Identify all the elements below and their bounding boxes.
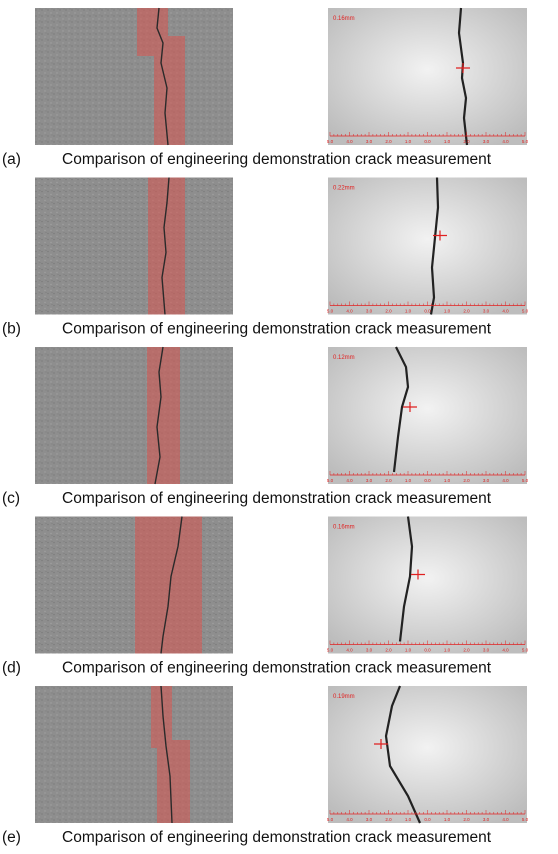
scale-label: 4.0 <box>502 309 509 314</box>
scale-label: 5.0 <box>522 139 529 144</box>
scale-label: 5.0 <box>522 817 529 822</box>
scale-label: 2.0 <box>385 478 392 483</box>
scale-label: 3.0 <box>366 648 373 653</box>
caption: Comparison of engineering demonstration … <box>62 321 492 338</box>
scale-label: 2.0 <box>385 817 392 822</box>
left-image <box>35 347 233 484</box>
scale-label: 5.0 <box>327 309 334 314</box>
measurement-value: 0.16mm <box>333 16 355 22</box>
scale-label: 1.0 <box>444 309 451 314</box>
scale-label: 0.0 <box>424 139 431 144</box>
scale-label: 4.0 <box>346 309 353 314</box>
panel-label: (c) <box>2 490 20 507</box>
scale-label: 1.0 <box>444 478 451 483</box>
measurement-value: 0.22mm <box>333 186 355 192</box>
right-image: 0.16mm 5.0 4.0 3.0 2.0 1.0 0.0 1.0 2.0 3.0 4.0 5.0 <box>327 8 529 145</box>
right-image: 0.16mm 5.0 4.0 3.0 2.0 1.0 0.0 1.0 2.0 3.0 4.0 5.0 <box>327 517 529 654</box>
scale-label: 4.0 <box>502 478 509 483</box>
scale-label: 4.0 <box>502 817 509 822</box>
scale-label: 5.0 <box>327 139 334 144</box>
microscope-view <box>328 686 527 823</box>
scale-label: 1.0 <box>444 648 451 653</box>
scale-label: 2.0 <box>385 139 392 144</box>
concrete-surface <box>35 347 233 484</box>
scale-label: 0.0 <box>424 817 431 822</box>
scale-label: 5.0 <box>327 478 334 483</box>
panel: 0.16mm 5.0 4.0 3.0 2.0 1.0 0.0 1.0 2.0 3.0 4.0 5.0 (… <box>2 517 529 677</box>
scale-label: 1.0 <box>405 817 412 822</box>
scale-label: 0.0 <box>424 309 431 314</box>
scale-label: 1.0 <box>444 139 451 144</box>
left-image <box>35 517 233 654</box>
scale-label: 2.0 <box>385 648 392 653</box>
panel: 0.19mm 5.0 4.0 3.0 2.0 1.0 0.0 1.0 2.0 3.0 4.0 5.0 (… <box>2 686 529 846</box>
left-image <box>35 178 233 315</box>
scale-label: 3.0 <box>483 478 490 483</box>
panel-label: (d) <box>2 660 21 677</box>
right-image: 0.12mm 5.0 4.0 3.0 2.0 1.0 0.0 1.0 2.0 3.0 4.0 5.0 <box>327 347 529 484</box>
scale-label: 2.0 <box>463 478 470 483</box>
scale-label: 5.0 <box>327 817 334 822</box>
concrete-surface <box>35 686 233 823</box>
scale-label: 1.0 <box>405 139 412 144</box>
scale-label: 3.0 <box>366 139 373 144</box>
panel-label: (e) <box>2 829 21 846</box>
microscope-view <box>328 8 527 145</box>
scale-label: 5.0 <box>327 648 334 653</box>
scale-label: 4.0 <box>346 139 353 144</box>
caption: Comparison of engineering demonstration … <box>62 151 492 168</box>
scale-label: 3.0 <box>483 648 490 653</box>
scale-label: 3.0 <box>366 478 373 483</box>
left-image <box>35 686 233 823</box>
scale-label: 4.0 <box>502 139 509 144</box>
scale-label: 1.0 <box>405 478 412 483</box>
caption: Comparison of engineering demonstration … <box>62 829 492 846</box>
scale-label: 2.0 <box>463 817 470 822</box>
scale-label: 2.0 <box>463 139 470 144</box>
measurement-value: 0.16mm <box>333 525 355 531</box>
measurement-zone <box>135 517 202 654</box>
microscope-view <box>328 178 527 315</box>
panel: 0.12mm 5.0 4.0 3.0 2.0 1.0 0.0 1.0 2.0 3.0 4.0 5.0 (… <box>2 347 529 507</box>
panel: 0.22mm 5.0 4.0 3.0 2.0 1.0 0.0 1.0 2.0 3.0 4.0 5.0 (… <box>2 178 529 338</box>
scale-label: 1.0 <box>444 817 451 822</box>
scale-label: 3.0 <box>483 139 490 144</box>
measurement-zone <box>148 178 185 315</box>
microscope-view <box>328 517 527 654</box>
panel-label: (b) <box>2 321 21 338</box>
scale-label: 3.0 <box>483 817 490 822</box>
left-image <box>35 8 233 145</box>
figure: 0.16mm 5.0 4.0 3.0 2.0 1.0 0.0 1.0 2.0 3.0 4.0 5.0 (… <box>0 0 558 854</box>
scale-label: 1.0 <box>405 648 412 653</box>
scale-label: 2.0 <box>385 309 392 314</box>
scale-label: 5.0 <box>522 648 529 653</box>
panel: 0.16mm 5.0 4.0 3.0 2.0 1.0 0.0 1.0 2.0 3.0 4.0 5.0 (… <box>2 8 529 168</box>
scale-label: 3.0 <box>483 309 490 314</box>
right-image: 0.19mm 5.0 4.0 3.0 2.0 1.0 0.0 1.0 2.0 3.0 4.0 5.0 <box>327 686 529 823</box>
caption: Comparison of engineering demonstration … <box>62 490 492 507</box>
panel-label: (a) <box>2 151 21 168</box>
scale-label: 4.0 <box>502 648 509 653</box>
scale-label: 4.0 <box>346 648 353 653</box>
scale-label: 5.0 <box>522 478 529 483</box>
scale-label: 2.0 <box>463 648 470 653</box>
caption: Comparison of engineering demonstration … <box>62 660 492 677</box>
scale-label: 3.0 <box>366 817 373 822</box>
scale-label: 0.0 <box>424 478 431 483</box>
scale-label: 1.0 <box>405 309 412 314</box>
scale-label: 0.0 <box>424 648 431 653</box>
measurement-value: 0.19mm <box>333 694 355 700</box>
scale-label: 3.0 <box>366 309 373 314</box>
scale-label: 2.0 <box>463 309 470 314</box>
right-image: 0.22mm 5.0 4.0 3.0 2.0 1.0 0.0 1.0 2.0 3.0 4.0 5.0 <box>327 178 529 315</box>
measurement-value: 0.12mm <box>333 355 355 361</box>
microscope-view <box>328 347 527 484</box>
scale-label: 4.0 <box>346 817 353 822</box>
scale-label: 5.0 <box>522 309 529 314</box>
measurement-zone <box>147 347 180 484</box>
concrete-surface <box>35 178 233 315</box>
concrete-surface <box>35 517 233 654</box>
concrete-surface <box>35 8 233 145</box>
scale-label: 4.0 <box>346 478 353 483</box>
